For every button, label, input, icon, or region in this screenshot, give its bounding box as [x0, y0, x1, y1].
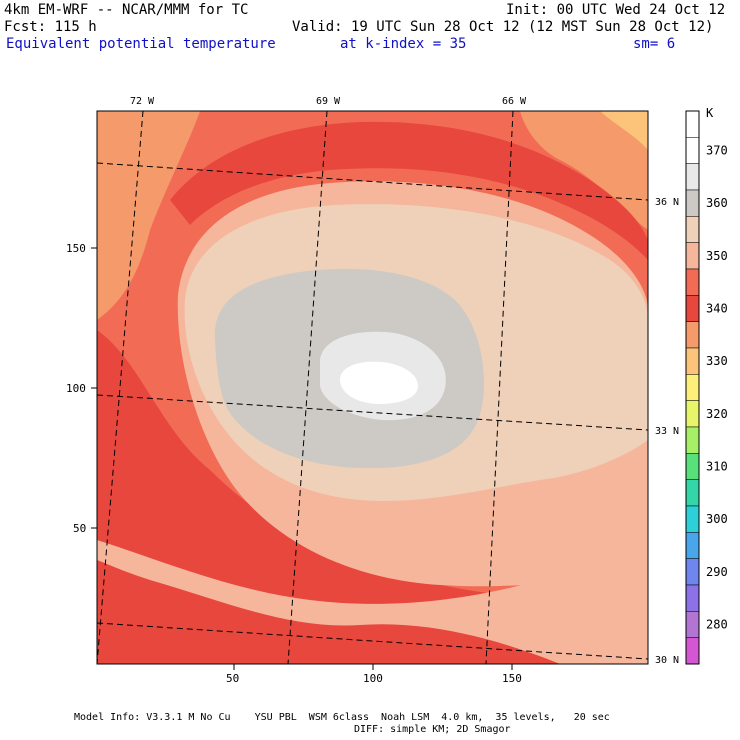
- colorbar-swatch: [685, 426, 700, 454]
- lon-label-69w: 69 W: [316, 96, 341, 107]
- diffusion-info: DIFF: simple KM; 2D Smagor: [354, 724, 511, 735]
- colorbar-swatch: [685, 584, 700, 612]
- longitude-labels: 72 W 69 W 66 W: [130, 96, 527, 107]
- lon-label-66w: 66 W: [502, 96, 527, 107]
- colorbar-unit: K: [706, 106, 714, 120]
- colorbar-label: 340: [706, 302, 728, 316]
- west-deep-red-band: [97, 330, 648, 664]
- outer-orange-zone: [97, 111, 200, 320]
- smoothing-label: sm= 6: [633, 36, 676, 52]
- colorbar-swatch: [685, 505, 700, 533]
- colorbar-swatch: [685, 532, 700, 559]
- meridian-72w: [97, 111, 144, 664]
- init-time: Init: 00 UTC Wed 24 Oct 12: [506, 2, 726, 18]
- meridian-69w: [287, 111, 328, 664]
- colorbar: 370 360 350 340 330 320 310 300 290 280: [685, 110, 728, 665]
- colorbar-swatch: [685, 216, 700, 243]
- colorbar-swatch: [685, 558, 700, 586]
- parallel-33n: [97, 394, 648, 431]
- x-tick-labels: 50 100 150: [226, 672, 522, 685]
- level-label: at k-index = 35: [340, 36, 467, 52]
- theta-e-field: [97, 111, 648, 664]
- colorbar-label: 300: [706, 512, 728, 526]
- model-title: 4km EM-WRF -- NCAR/MMM for TC: [4, 2, 249, 18]
- colorbar-label: 280: [706, 618, 728, 632]
- colorbar-swatch: [685, 295, 700, 322]
- graticule: [97, 111, 648, 664]
- colorbar-swatch: [685, 400, 700, 428]
- y-tick-labels: 150 100 50: [66, 242, 86, 535]
- colorbar-swatch: [685, 453, 700, 480]
- colorbar-swatch: [685, 189, 700, 217]
- northeast-corner-yellow: [600, 111, 648, 150]
- colorbar-label: 370: [706, 144, 728, 158]
- colorbar-label: 360: [706, 196, 728, 210]
- colorbar-label: 350: [706, 249, 728, 263]
- southern-light-salmon-band: [97, 540, 648, 664]
- colorbar-swatch: [685, 611, 700, 638]
- x-tick-label-150: 150: [502, 672, 522, 685]
- colorbar-label: 330: [706, 354, 728, 368]
- lat-label-33n: 33 N: [655, 426, 679, 437]
- valid-time: Valid: 19 UTC Sun 28 Oct 12 (12 MST Sun …: [292, 19, 714, 35]
- x-tick-label-50: 50: [226, 672, 239, 685]
- colorbar-swatch: [685, 242, 700, 270]
- parallel-30n: [97, 622, 648, 660]
- colorbar-label: 320: [706, 407, 728, 421]
- lon-label-72w: 72 W: [130, 96, 155, 107]
- colorbar-frame: [685, 110, 700, 665]
- lat-label-30n: 30 N: [655, 655, 679, 666]
- lat-label-36n: 36 N: [655, 197, 679, 208]
- colorbar-swatch: [685, 374, 700, 401]
- parallel-36n: [97, 162, 648, 201]
- white-core: [339, 361, 418, 404]
- meridian-66w: [485, 111, 514, 664]
- colorbar-swatch: [685, 110, 700, 138]
- y-tick-label-150: 150: [66, 242, 86, 255]
- x-tick-label-100: 100: [363, 672, 383, 685]
- model-info: Model Info: V3.3.1 M No Cu YSU PBL WSM 6…: [74, 712, 610, 723]
- latitude-labels: 36 N 33 N 30 N: [655, 197, 679, 666]
- colorbar-label: 310: [706, 460, 728, 474]
- colorbar-label: 290: [706, 565, 728, 579]
- forecast-hour: Fcst: 115 h: [4, 19, 97, 35]
- colorbar-swatch: [685, 347, 700, 375]
- colorbar-swatch: [685, 321, 700, 349]
- colorbar-swatch: [685, 137, 700, 164]
- axis-ticks: [91, 247, 513, 670]
- north-deep-red-band: [170, 121, 648, 261]
- colorbar-swatch: [685, 637, 700, 665]
- colorbar-swatch: [685, 268, 700, 296]
- field-name: Equivalent potential temperature: [6, 36, 276, 52]
- colorbar-swatch: [685, 163, 700, 191]
- y-tick-label-50: 50: [73, 522, 86, 535]
- colorbar-swatch: [685, 479, 700, 507]
- y-tick-label-100: 100: [66, 382, 86, 395]
